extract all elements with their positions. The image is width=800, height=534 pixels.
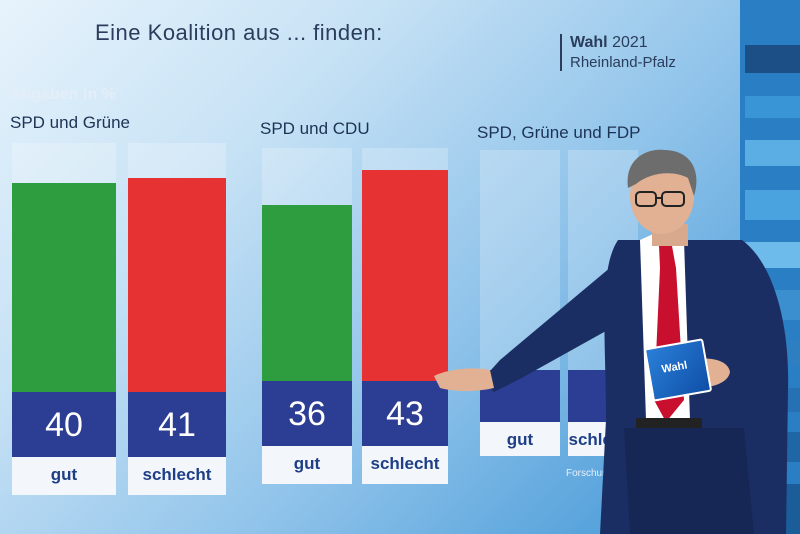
brand-year: 2021 [612, 34, 648, 51]
value-tile [262, 381, 352, 446]
category-label: gut [506, 430, 534, 449]
data-label: 40 [45, 406, 83, 444]
bar-schlecht [128, 178, 226, 392]
bar-gut [12, 183, 116, 392]
category-label: gut [50, 465, 78, 484]
category-tile [12, 457, 116, 495]
wahl-brand: Wahl 2021 Rheinland-Pfalz [560, 34, 676, 71]
value-tile [128, 392, 226, 457]
chart-headline: Eine Koalition aus ... finden: [95, 20, 383, 45]
category-tile [362, 446, 448, 484]
units-note: Angaben in % [10, 86, 116, 103]
brand-region: Rheinland-Pfalz [570, 54, 676, 71]
data-label: 43 [386, 395, 424, 433]
data-label: 41 [158, 406, 196, 444]
category-tile [480, 422, 560, 456]
group-title: SPD und Grüne [10, 113, 131, 132]
value-tile [362, 381, 448, 446]
group-title: SPD, Grüne und FDP [477, 123, 641, 142]
source-note: Forschung [566, 468, 614, 479]
category-label: schlecht [142, 465, 212, 484]
moderation-card: Wahl [643, 338, 713, 402]
group-title: SPD und CDU [260, 119, 370, 138]
category-tile [128, 457, 226, 495]
category-label: schlecht [370, 454, 440, 473]
category-label: gut [293, 454, 321, 473]
card-label: Wahl [660, 359, 689, 376]
bar-gut [262, 205, 352, 381]
category-tile [262, 446, 352, 484]
value-tile [12, 392, 116, 457]
brand-word: Wahl [570, 34, 608, 51]
bar-schlecht [362, 170, 448, 381]
data-label: 36 [288, 395, 326, 433]
